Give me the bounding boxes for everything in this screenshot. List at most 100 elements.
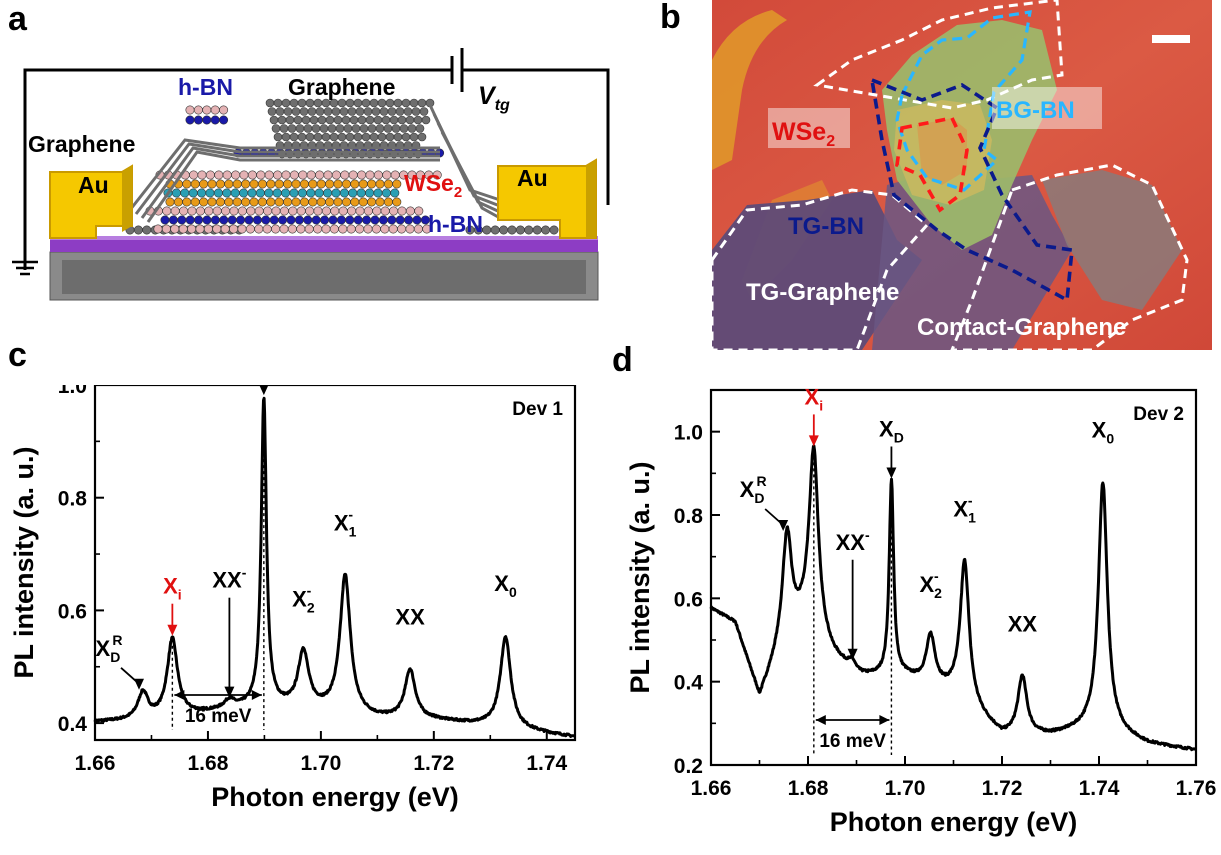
y-axis-title: PL intensity (a. u.) xyxy=(625,461,655,693)
contact-graphene-flake xyxy=(872,170,1072,350)
svg-text:XX: XX xyxy=(395,605,425,630)
y-tick-label: 1.0 xyxy=(674,422,703,445)
panel-letter-b: b xyxy=(660,0,681,36)
svg-text:XX: XX xyxy=(1008,612,1038,637)
peak-label: XX xyxy=(395,605,425,630)
bgbn-label-box xyxy=(992,87,1102,129)
atom-row-wse2-lower xyxy=(165,197,402,207)
atom-row-graphene-top-4 xyxy=(273,132,427,142)
atom-row-graphene-bottom-right xyxy=(465,225,559,235)
separation-label: 16 meV xyxy=(819,731,886,752)
svg-text:XDR: XDR xyxy=(96,632,123,665)
svg-text:X0: X0 xyxy=(494,571,517,600)
outline-tg-bn xyxy=(869,77,1074,303)
atom-row-hbn-peak-pink xyxy=(185,105,229,115)
peak-label: X0 xyxy=(494,571,517,600)
battery-symbol xyxy=(450,48,464,92)
device-schematic: h-BN Graphene Vtg Graphene Au Au WSe2 h-… xyxy=(12,48,610,301)
peak-label: XD xyxy=(259,385,269,396)
label-hbn-top: h-BN xyxy=(178,74,233,100)
photo-label-contact-graphene: Contact-Graphene xyxy=(917,314,1126,341)
label-wse2: WSe2 xyxy=(404,170,462,201)
x-tick-label: 1.66 xyxy=(75,752,116,775)
atom-row-hbn-top-pink xyxy=(155,170,442,180)
device-label: Dev 1 xyxy=(512,399,563,420)
photo-label-tg-graphene: TG-Graphene xyxy=(746,279,899,306)
ground-symbol xyxy=(12,260,38,276)
y-tick-label: 0.6 xyxy=(58,600,87,623)
substrate-face xyxy=(62,260,586,294)
y-tick-label: 1.0 xyxy=(58,385,87,398)
wse2-label-box xyxy=(768,108,850,148)
peak-label: XX xyxy=(1008,612,1038,637)
wse2-core xyxy=(917,118,967,185)
atom-row-hbn-peak-blue xyxy=(185,115,229,125)
energy-separation-marker: 16 meV xyxy=(813,456,893,755)
label-vtg: Vtg xyxy=(478,82,510,114)
atom-row-graphene-top-1 xyxy=(267,107,429,116)
atomic-layers xyxy=(125,98,559,235)
svg-text:XX-: XX- xyxy=(836,527,870,555)
photo-label-wse2: WSe2 xyxy=(772,118,835,150)
label-graphene-top: Graphene xyxy=(288,74,395,100)
x-tick-label: 1.74 xyxy=(526,752,567,775)
device-label: Dev 2 xyxy=(1133,404,1184,425)
right-flake xyxy=(1042,170,1182,310)
peak-label: Xi xyxy=(805,385,824,447)
graphene-bridges xyxy=(128,104,501,223)
x-tick-label: 1.74 xyxy=(1079,777,1120,800)
panel-letter-a: a xyxy=(8,0,27,38)
spectrum-line xyxy=(93,396,576,738)
au-contact-left xyxy=(49,164,133,239)
peak-label: X1- xyxy=(953,493,976,526)
outline-bg-bn xyxy=(895,10,1032,192)
peak-label: Xi xyxy=(163,574,182,636)
svg-text:XDR: XDR xyxy=(740,473,767,506)
spectrum-line xyxy=(709,444,1197,752)
x-tick-label: 1.72 xyxy=(413,752,454,775)
atom-row-graphene-top-0 xyxy=(265,98,435,108)
y-tick-label: 0.4 xyxy=(58,713,88,736)
au-contact-right xyxy=(497,158,597,239)
x-tick-label: 1.68 xyxy=(788,777,829,800)
svg-text:Xi: Xi xyxy=(805,385,824,413)
svg-text:X1-: X1- xyxy=(334,507,357,540)
photo-label-tg-bn: TG-BN xyxy=(788,213,864,240)
oxide-highlight xyxy=(50,236,598,240)
y-tick-label: 0.4 xyxy=(674,672,704,695)
label-hbn-bottom: h-BN xyxy=(428,211,483,237)
svg-text:X2-: X2- xyxy=(292,583,315,616)
peak-label: X2- xyxy=(292,583,315,616)
tg-graphene-flake xyxy=(712,190,922,350)
peak-label: XDR xyxy=(96,632,144,690)
atom-row-hbn-bottom-pink xyxy=(153,224,432,234)
label-graphene-left: Graphene xyxy=(28,131,135,157)
x-tick-label: 1.70 xyxy=(300,752,341,775)
x-tick-label: 1.72 xyxy=(982,777,1023,800)
atom-row-graphene-top-2 xyxy=(269,115,431,125)
atom-row-wse2-upper xyxy=(165,179,402,189)
x-axis-title: Photon energy (eV) xyxy=(211,782,459,812)
plot-frame xyxy=(93,385,577,742)
x-tick-label: 1.66 xyxy=(691,777,732,800)
panel-letter-c: c xyxy=(8,336,27,374)
peak-label: XX- xyxy=(212,565,247,698)
svg-text:XD: XD xyxy=(879,417,904,446)
y-tick-label: 0.6 xyxy=(674,588,703,611)
outline-wse2 xyxy=(895,115,969,213)
y-axis-title: PL intensity (a. u.) xyxy=(9,446,39,678)
svg-text:X1-: X1- xyxy=(953,493,976,526)
x-tick-label: 1.68 xyxy=(188,752,229,775)
atom-row-graphene-top-3 xyxy=(271,124,425,133)
peak-label: X0 xyxy=(1092,417,1115,446)
y-tick-label: 0.2 xyxy=(674,755,703,778)
y-tick-label: 0.8 xyxy=(674,505,704,528)
svg-text:X2-: X2- xyxy=(919,568,942,601)
x-tick-label: 1.76 xyxy=(1176,777,1217,800)
oxide-layer xyxy=(50,238,598,252)
optical-micrograph: WSe2 BG-BN TG-BN TG-Graphene Contact-Gra… xyxy=(712,0,1212,350)
x-axis-title: Photon energy (eV) xyxy=(830,807,1078,837)
peak-label: XX- xyxy=(836,527,870,660)
atom-row-hbn-bottom-pink2 xyxy=(145,206,424,216)
atom-row-wse2-mid xyxy=(163,188,400,198)
